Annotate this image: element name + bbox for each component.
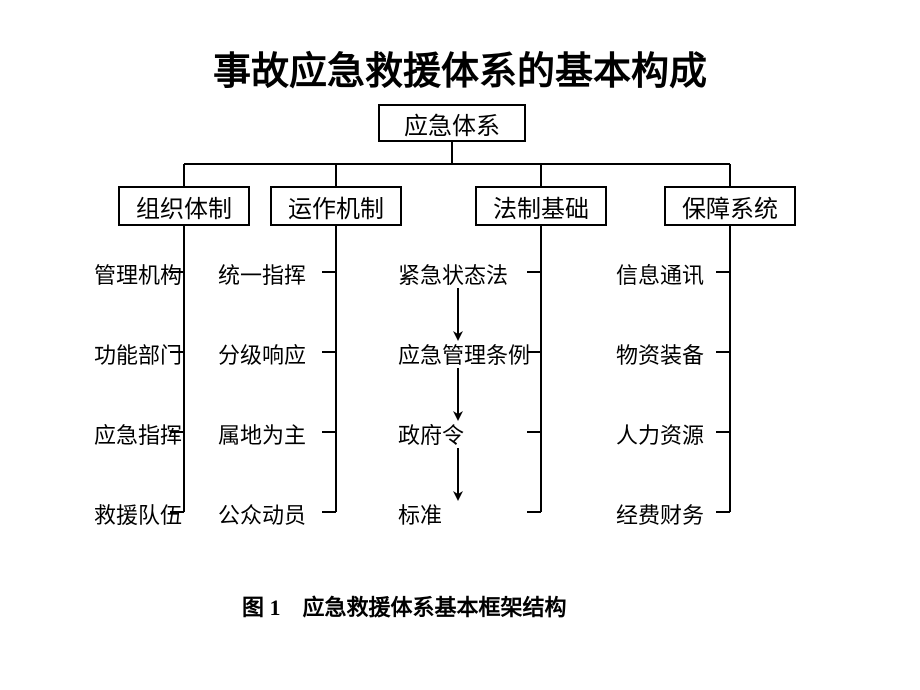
leaf-1-1: 分级响应 (218, 338, 306, 370)
leaf-2-2: 政府令 (398, 418, 464, 450)
leaf-1-3: 公众动员 (218, 498, 306, 530)
leaf-3-3: 经费财务 (616, 498, 704, 530)
figure-caption: 图 1 应急救援体系基本框架结构 (242, 590, 567, 622)
leaf-2-0: 紧急状态法 (398, 258, 508, 290)
leaf-3-2: 人力资源 (616, 418, 704, 450)
page-title: 事故应急救援体系的基本构成 (0, 40, 920, 95)
branch-node-1: 运作机制 (270, 186, 402, 226)
leaf-0-0: 管理机构 (94, 258, 182, 290)
leaf-2-1: 应急管理条例 (398, 338, 530, 370)
branch-node-3: 保障系统 (664, 186, 796, 226)
root-node: 应急体系 (378, 104, 526, 142)
leaf-1-2: 属地为主 (218, 418, 306, 450)
leaf-0-2: 应急指挥 (94, 418, 182, 450)
branch-node-2: 法制基础 (475, 186, 607, 226)
branch-node-0: 组织体制 (118, 186, 250, 226)
leaf-0-3: 救援队伍 (94, 498, 182, 530)
leaf-1-0: 统一指挥 (218, 258, 306, 290)
leaf-3-0: 信息通讯 (616, 258, 704, 290)
leaf-0-1: 功能部门 (94, 338, 182, 370)
leaf-3-1: 物资装备 (616, 338, 704, 370)
leaf-2-3: 标准 (398, 498, 442, 530)
